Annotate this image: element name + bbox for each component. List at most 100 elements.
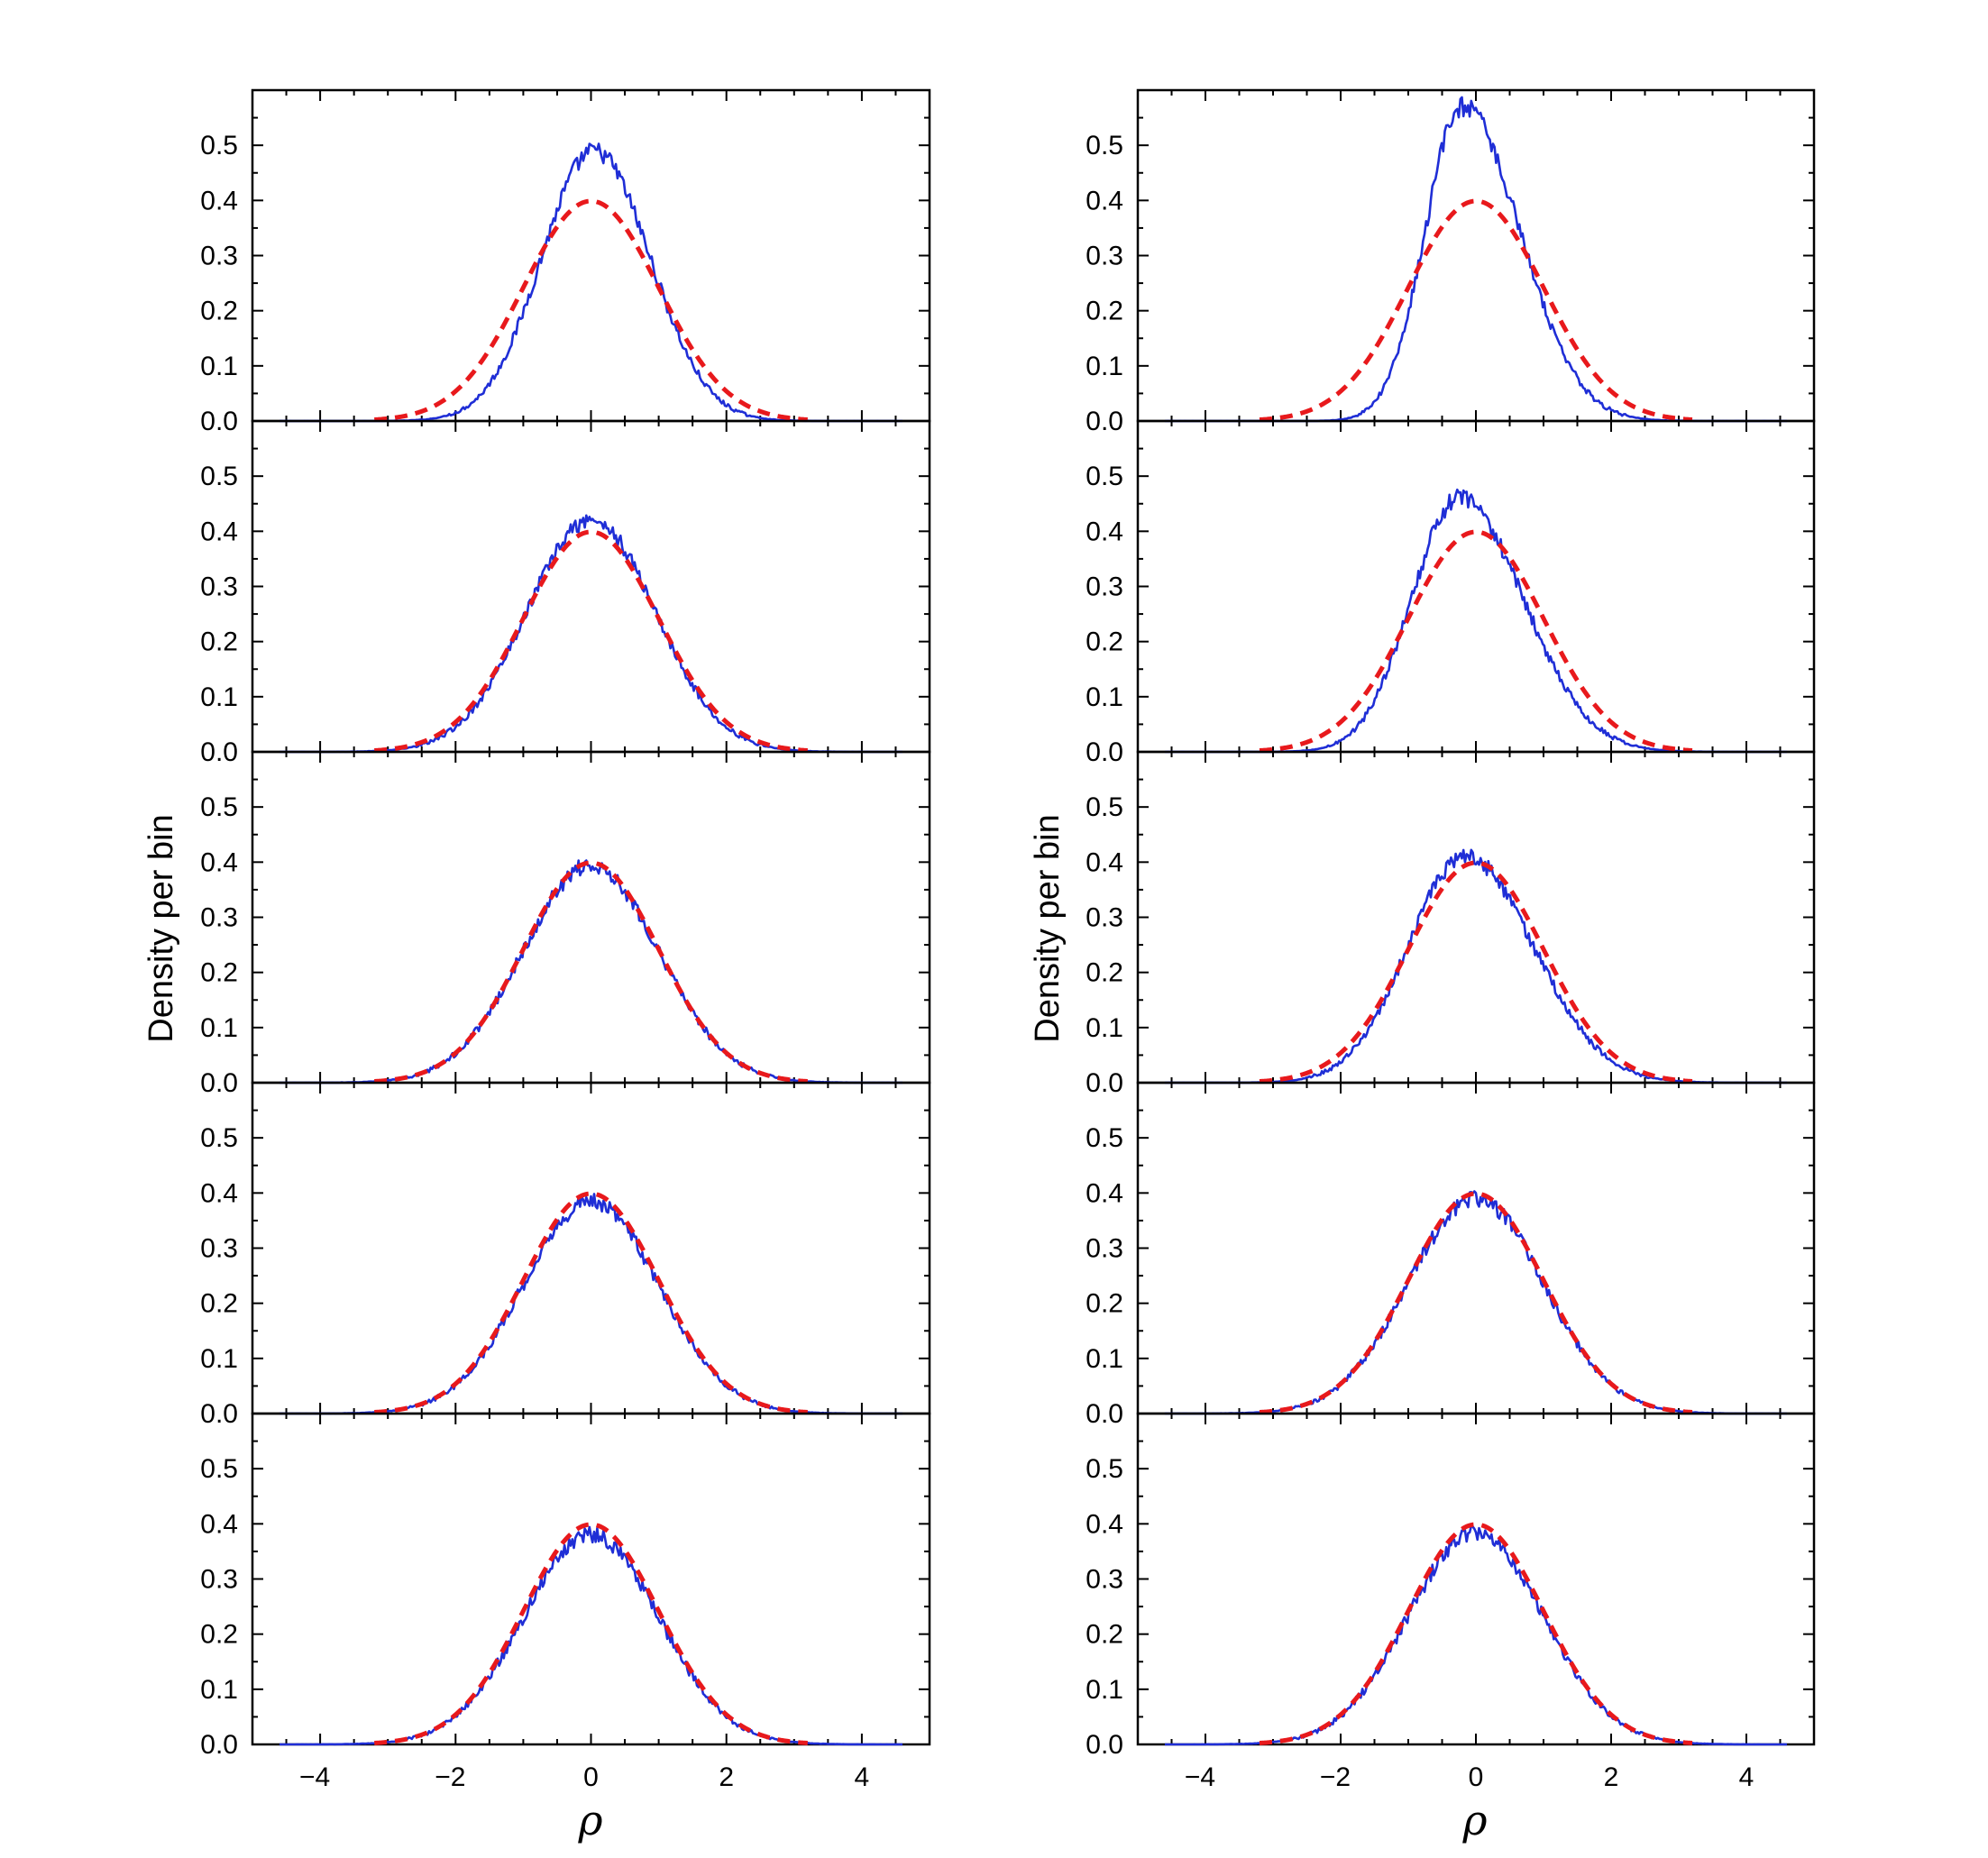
left-column-stack: 0.00.10.20.30.40.50.00.10.20.30.40.50.00…: [200, 88, 931, 1792]
x-tick-label: 2: [1604, 1762, 1619, 1792]
panel-frame: [1136, 1412, 1816, 1746]
normal-fit-line: [374, 1191, 808, 1414]
y-tick-label: 0.5: [1086, 792, 1123, 822]
x-tick-label: 4: [855, 1762, 870, 1792]
empirical-density-line: [279, 142, 902, 423]
y-tick-label: 0.4: [200, 1509, 238, 1539]
y-tick-label: 0.1: [200, 1675, 238, 1705]
panel: 0.0 0.1 0.2 0.3 0.4 0.5 −4 −2 0 2 4: [1086, 1412, 1816, 1792]
panel: 0.0 0.1 0.2 0.3 0.4 0.5: [200, 88, 931, 436]
y-tick-label: 0.5: [1086, 462, 1123, 491]
x-tick-label: −4: [299, 1762, 330, 1792]
y-tick-label: 0.2: [1086, 297, 1123, 326]
y-tick-label: 0.0: [200, 1730, 238, 1760]
y-tick-label: 0.3: [200, 1565, 238, 1595]
empirical-density-line: [279, 514, 902, 754]
panel-frame: [251, 1081, 931, 1415]
panel-frame: [1136, 750, 1816, 1085]
y-tick-label: 0.0: [1086, 407, 1123, 436]
panel: 0.0 0.1 0.2 0.3 0.4 0.5: [1086, 1081, 1816, 1429]
x-tick-label: 2: [719, 1762, 734, 1792]
y-tick-label: 0.3: [200, 242, 238, 271]
y-tick-label: 0.5: [200, 1123, 238, 1153]
y-tick-label: 0.4: [200, 1178, 238, 1208]
panel: 0.0 0.1 0.2 0.3 0.4 0.5: [1086, 88, 1816, 436]
x-axis-title-right: ρ: [1461, 1796, 1487, 1844]
y-tick-label: 0.0: [1086, 737, 1123, 767]
y-tick-label: 0.4: [1086, 517, 1123, 546]
empirical-density-line: [1165, 488, 1787, 754]
empirical-density-line: [279, 1193, 902, 1415]
y-tick-label: 0.0: [200, 407, 238, 436]
x-tick-label: −2: [1320, 1762, 1351, 1792]
y-tick-label: 0.4: [1086, 847, 1123, 877]
y-tick-label: 0.3: [1086, 572, 1123, 602]
y-tick-label: 0.1: [1086, 1013, 1123, 1043]
normal-fit-line: [1259, 860, 1693, 1084]
normal-fit-line: [1259, 198, 1693, 422]
y-tick-label: 0.3: [200, 572, 238, 602]
x-tick-label: 0: [1469, 1762, 1484, 1792]
y-tick-label: 0.4: [200, 517, 238, 546]
y-tick-label: 0.0: [200, 1068, 238, 1098]
y-tick-label: 0.1: [1086, 1344, 1123, 1374]
empirical-density-line: [1165, 1524, 1787, 1746]
panel-frame: [251, 1412, 931, 1746]
y-tick-label: 0.2: [200, 297, 238, 326]
y-tick-label: 0.2: [1086, 627, 1123, 657]
empirical-density-line: [1165, 96, 1787, 423]
y-tick-label: 0.1: [1086, 1675, 1123, 1705]
y-tick-label: 0.5: [200, 462, 238, 491]
panel-frame: [251, 88, 931, 423]
y-tick-label: 0.2: [200, 627, 238, 657]
y-tick-label: 0.2: [1086, 958, 1123, 988]
panel: 0.0 0.1 0.2 0.3 0.4 0.5: [200, 1081, 931, 1429]
empirical-density-line: [1165, 848, 1788, 1085]
panel-frame: [1136, 419, 1816, 754]
normal-fit-line: [1259, 1522, 1693, 1745]
y-tick-label: 0.1: [200, 1344, 238, 1374]
y-tick-label: 0.1: [200, 352, 238, 381]
y-tick-label: 0.0: [200, 1399, 238, 1429]
panel: 0.0 0.1 0.2 0.3 0.4 0.5 −4 −2 0 2 4: [200, 1412, 931, 1792]
y-tick-label: 0.3: [1086, 903, 1123, 933]
x-tick-label: −4: [1185, 1762, 1215, 1792]
y-tick-label: 0.0: [1086, 1730, 1123, 1760]
y-tick-label: 0.0: [200, 737, 238, 767]
y-tick-label: 0.0: [1086, 1068, 1123, 1098]
panel-frame: [1136, 1081, 1816, 1415]
y-tick-label: 0.4: [1086, 186, 1123, 215]
y-tick-label: 0.4: [200, 186, 238, 215]
x-tick-label: −2: [435, 1762, 465, 1792]
y-tick-label: 0.3: [200, 1234, 238, 1264]
y-tick-label: 0.0: [1086, 1399, 1123, 1429]
right-column-stack: 0.00.10.20.30.40.50.00.10.20.30.40.50.00…: [1086, 88, 1816, 1792]
panel: 0.0 0.1 0.2 0.3 0.4 0.5: [1086, 419, 1816, 767]
empirical-density-line: [279, 859, 903, 1085]
y-tick-label: 0.5: [200, 131, 238, 160]
y-tick-label: 0.5: [200, 792, 238, 822]
normal-fit-line: [1259, 1191, 1693, 1414]
y-tick-label: 0.2: [200, 958, 238, 988]
y-tick-label: 0.3: [1086, 1565, 1123, 1595]
y-tick-label: 0.5: [200, 1454, 238, 1484]
x-axis-title-left: ρ: [577, 1796, 602, 1844]
y-tick-label: 0.3: [1086, 242, 1123, 271]
y-tick-label: 0.3: [1086, 1234, 1123, 1264]
empirical-density-line: [279, 1525, 902, 1746]
normal-fit-line: [374, 198, 808, 422]
panel-frame: [1136, 88, 1816, 423]
y-axis-title-right: Density per bin: [1029, 814, 1067, 1042]
y-tick-label: 0.4: [1086, 1509, 1123, 1539]
y-tick-label: 0.5: [1086, 1454, 1123, 1484]
y-tick-label: 0.2: [200, 1289, 238, 1319]
y-tick-label: 0.5: [1086, 131, 1123, 160]
panel: 0.0 0.1 0.2 0.3 0.4 0.5: [200, 750, 931, 1098]
x-tick-label: 0: [583, 1762, 599, 1792]
y-tick-label: 0.3: [200, 903, 238, 933]
y-tick-label: 0.4: [200, 847, 238, 877]
panel: 0.0 0.1 0.2 0.3 0.4 0.5: [1086, 750, 1816, 1098]
normal-fit-line: [1259, 529, 1693, 753]
y-tick-label: 0.2: [1086, 1620, 1123, 1650]
